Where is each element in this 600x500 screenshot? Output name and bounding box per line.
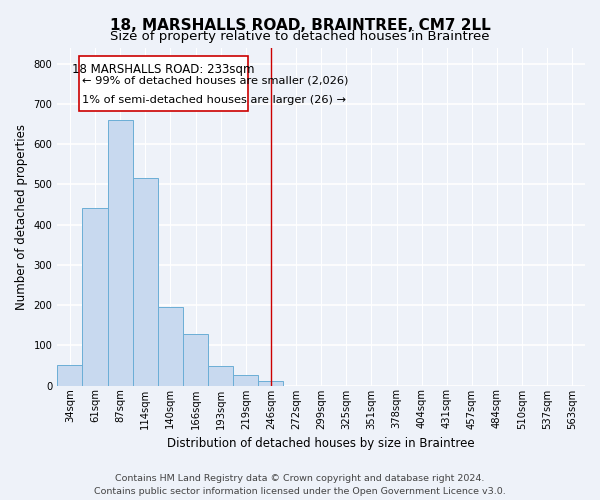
Text: Size of property relative to detached houses in Braintree: Size of property relative to detached ho…	[110, 30, 490, 43]
Text: ← 99% of detached houses are smaller (2,026): ← 99% of detached houses are smaller (2,…	[82, 76, 349, 86]
Bar	[259, 382, 283, 386]
Bar	[183, 334, 208, 386]
Y-axis label: Number of detached properties: Number of detached properties	[15, 124, 28, 310]
Text: Contains HM Land Registry data © Crown copyright and database right 2024.
Contai: Contains HM Land Registry data © Crown c…	[94, 474, 506, 496]
Bar	[158, 307, 183, 386]
Text: 18, MARSHALLS ROAD, BRAINTREE, CM7 2LL: 18, MARSHALLS ROAD, BRAINTREE, CM7 2LL	[110, 18, 490, 32]
Bar	[57, 366, 82, 386]
Bar	[233, 375, 259, 386]
Bar	[82, 208, 107, 386]
Bar	[107, 120, 133, 386]
Bar	[208, 366, 233, 386]
X-axis label: Distribution of detached houses by size in Braintree: Distribution of detached houses by size …	[167, 437, 475, 450]
Text: 18 MARSHALLS ROAD: 233sqm: 18 MARSHALLS ROAD: 233sqm	[72, 63, 255, 76]
Bar	[133, 178, 158, 386]
FancyBboxPatch shape	[79, 56, 248, 111]
Text: 1% of semi-detached houses are larger (26) →: 1% of semi-detached houses are larger (2…	[82, 95, 346, 105]
